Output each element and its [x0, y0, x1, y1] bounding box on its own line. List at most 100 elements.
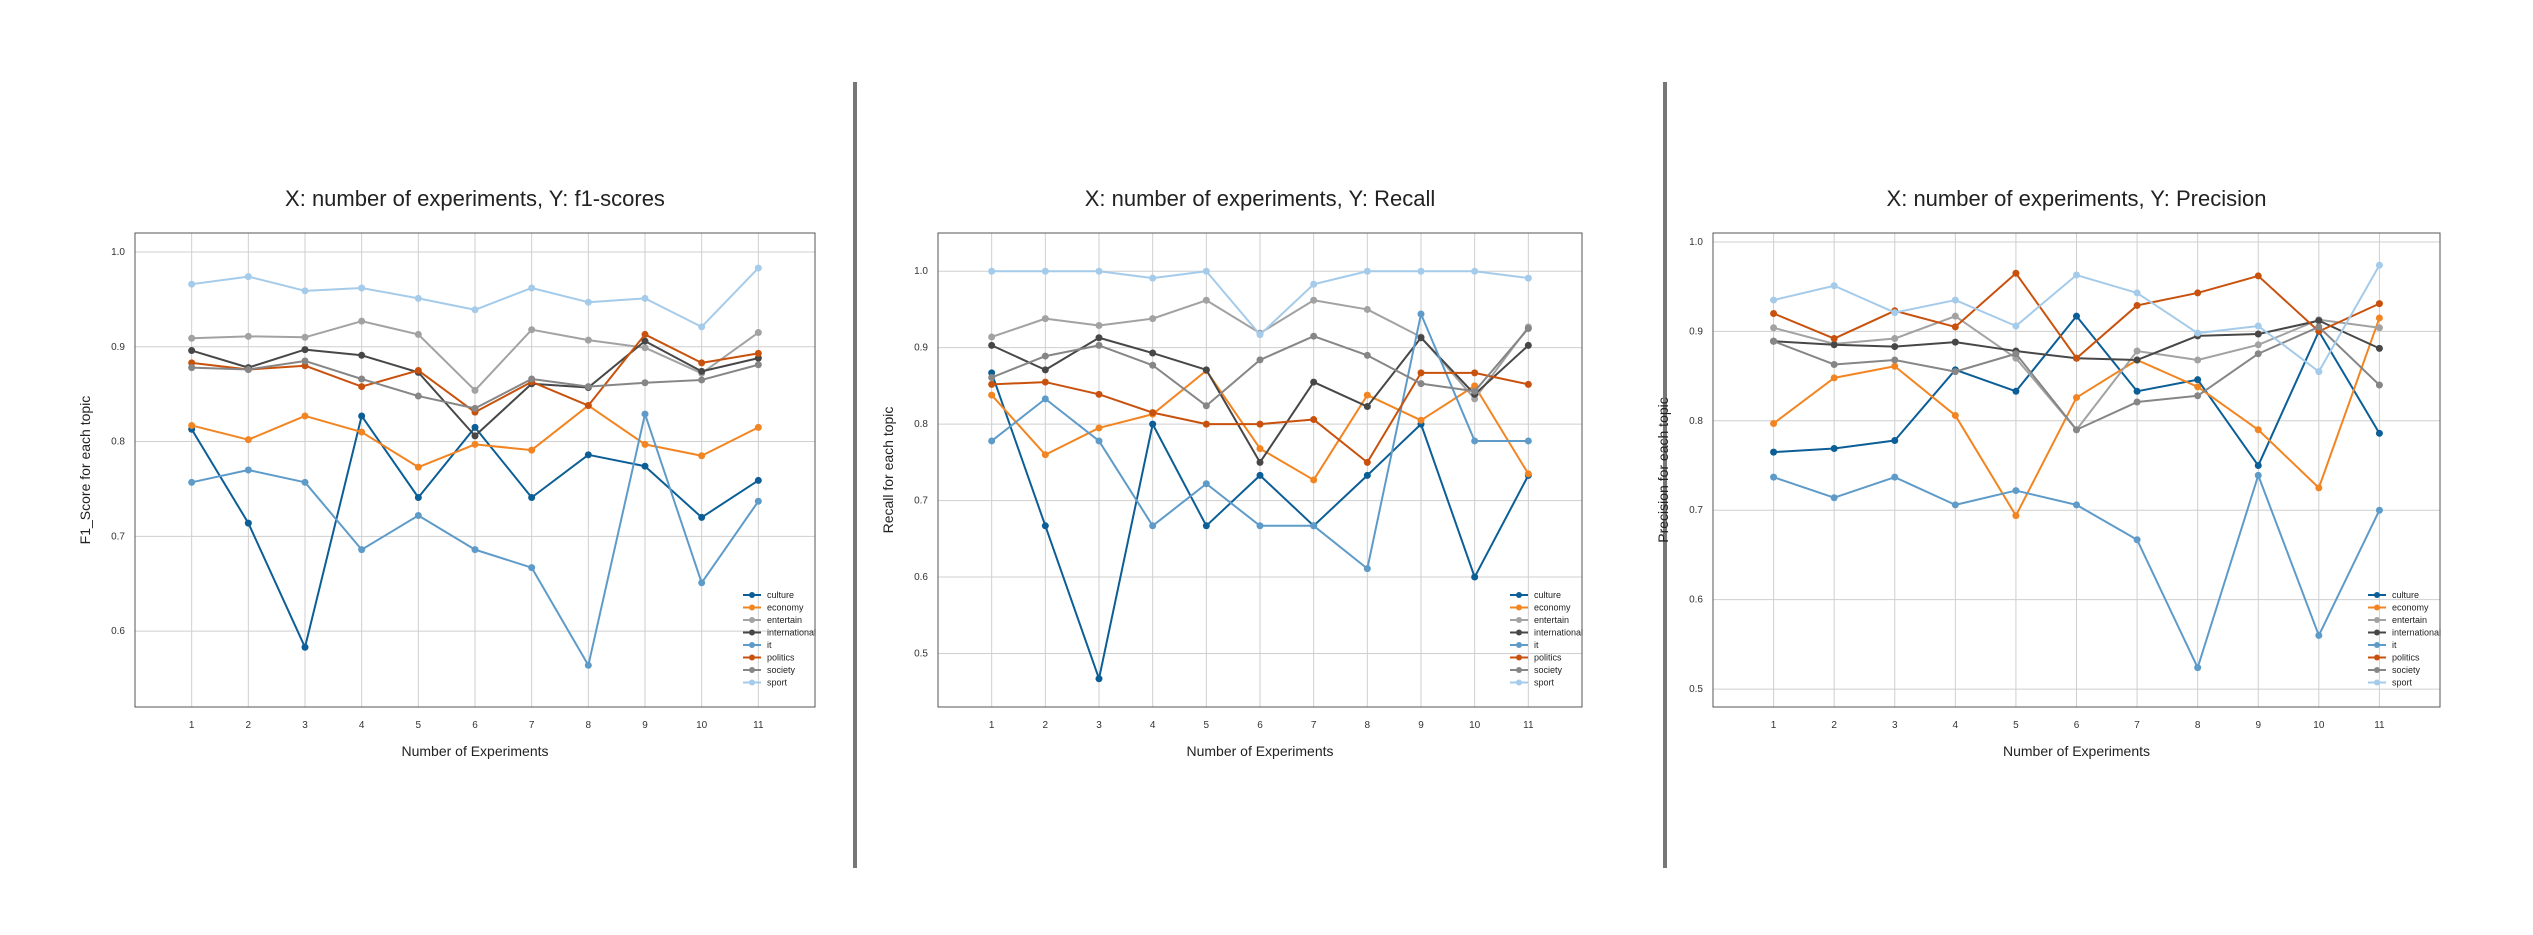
data-point-it — [1471, 437, 1479, 445]
data-point-politics — [2194, 289, 2202, 297]
x-axis-label: Number of Experiments — [1186, 743, 1333, 759]
data-point-economy — [641, 440, 649, 448]
data-point-it — [2012, 487, 2020, 495]
data-point-sport — [414, 294, 422, 302]
data-point-politics — [358, 383, 366, 391]
data-point-international — [1202, 366, 1210, 374]
data-point-culture — [2375, 429, 2383, 437]
data-point-sport — [1363, 267, 1371, 275]
data-point-culture — [1770, 448, 1778, 456]
data-point-society — [2073, 426, 2080, 434]
data-point-international — [1256, 458, 1264, 466]
x-tick-label: 7 — [529, 720, 535, 731]
data-point-economy — [2073, 394, 2080, 402]
data-point-politics — [584, 402, 592, 410]
y-tick-label: 1.0 — [1689, 237, 1703, 248]
data-point-it — [471, 546, 479, 554]
data-point-it — [698, 579, 706, 587]
data-point-society — [2012, 350, 2020, 358]
data-point-culture — [641, 462, 649, 470]
data-point-society — [2194, 392, 2202, 400]
data-point-it — [641, 410, 649, 418]
x-tick-label: 4 — [1150, 720, 1156, 731]
data-point-entertain — [2375, 324, 2383, 332]
x-tick-label: 6 — [1257, 720, 1263, 731]
y-tick-label: 0.9 — [111, 342, 125, 353]
data-point-culture — [1830, 445, 1838, 453]
data-point-culture — [2073, 312, 2080, 320]
data-point-sport — [1095, 267, 1103, 275]
data-point-society — [244, 366, 252, 374]
data-point-it — [244, 466, 252, 474]
data-point-politics — [2375, 300, 2383, 308]
data-point-politics — [2133, 301, 2141, 309]
legend-marker-politics — [1516, 654, 1522, 661]
legend-label: entertain — [1534, 615, 1569, 625]
legend-marker-society — [1516, 667, 1522, 673]
chart-title: X: number of experiments, Y: Recall — [1085, 186, 1436, 211]
legend-label: culture — [2392, 590, 2419, 600]
data-point-it — [1041, 395, 1049, 403]
data-point-sport — [698, 323, 706, 331]
data-point-entertain — [1149, 315, 1157, 323]
data-point-entertain — [584, 336, 592, 344]
data-point-entertain — [2194, 356, 2202, 364]
data-point-society — [358, 375, 366, 383]
y-tick-label: 0.9 — [1689, 326, 1703, 337]
data-point-sport — [2133, 289, 2141, 297]
y-tick-label: 0.8 — [111, 437, 125, 448]
data-point-society — [584, 383, 592, 391]
data-point-politics — [2012, 269, 2020, 277]
x-tick-label: 9 — [2255, 720, 2261, 731]
x-tick-label: 8 — [586, 720, 592, 731]
data-point-culture — [358, 412, 366, 420]
y-tick-label: 0.6 — [111, 626, 125, 637]
legend-marker-culture — [2374, 592, 2380, 598]
data-point-culture — [1041, 522, 1049, 530]
data-point-politics — [1256, 420, 1264, 428]
data-point-culture — [698, 513, 706, 521]
data-point-economy — [1471, 382, 1479, 390]
data-point-culture — [528, 493, 536, 501]
legend-label: international — [767, 628, 816, 638]
data-point-it — [358, 546, 366, 554]
data-point-entertain — [1202, 296, 1210, 304]
legend-marker-sport — [749, 679, 755, 686]
data-point-economy — [471, 440, 479, 448]
data-point-politics — [1524, 380, 1532, 388]
data-point-sport — [584, 298, 592, 306]
legend-marker-international — [1516, 629, 1522, 636]
data-point-culture — [1256, 471, 1264, 479]
data-point-society — [1202, 402, 1210, 410]
legend-marker-economy — [749, 604, 755, 611]
data-point-economy — [2012, 512, 2020, 520]
data-point-economy — [754, 423, 762, 431]
legend-marker-entertain — [1516, 617, 1522, 623]
data-point-culture — [2133, 387, 2141, 395]
data-point-economy — [1256, 445, 1264, 453]
data-point-entertain — [1770, 324, 1778, 332]
legend-label: international — [1534, 628, 1583, 638]
data-point-international — [698, 367, 706, 375]
data-point-international — [1095, 334, 1103, 342]
data-point-culture — [1471, 573, 1479, 581]
data-point-society — [1041, 352, 1049, 360]
data-point-politics — [698, 359, 706, 367]
data-point-society — [2375, 381, 2383, 389]
data-point-culture — [584, 451, 592, 459]
data-point-sport — [301, 287, 309, 295]
x-tick-label: 1 — [1771, 720, 1777, 731]
legend-label: politics — [1534, 653, 1562, 663]
legend-marker-international — [2374, 629, 2380, 636]
data-point-sport — [1951, 296, 1959, 304]
legend-label: it — [767, 640, 772, 650]
data-point-entertain — [528, 326, 536, 334]
legend-marker-culture — [749, 592, 755, 598]
plot-frame — [134, 232, 816, 708]
data-point-sport — [2254, 322, 2262, 330]
data-point-economy — [1363, 391, 1371, 399]
y-tick-label: 0.8 — [914, 419, 928, 430]
legend-label: economy — [767, 603, 804, 613]
data-point-politics — [2254, 272, 2262, 280]
data-point-sport — [988, 267, 996, 275]
